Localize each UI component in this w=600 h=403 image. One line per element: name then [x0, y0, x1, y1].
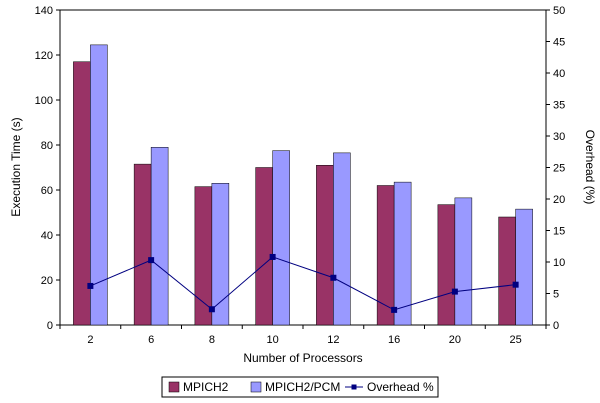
overhead-line — [90, 256, 516, 311]
overhead-line-group — [87, 253, 519, 313]
y2-tick-label: 0 — [553, 320, 559, 332]
y-tick-label: 140 — [35, 5, 53, 17]
y2-tick-label: 45 — [553, 37, 565, 49]
y-tick-label: 120 — [35, 50, 53, 62]
bar-mpich2-pcm-6 — [150, 147, 169, 326]
x-tick-label: 6 — [148, 334, 154, 346]
legend-label-overhead: Overhead % — [367, 380, 434, 394]
legend-swatch-mpich2-pcm — [250, 381, 262, 393]
y2-tick-label: 40 — [553, 68, 565, 80]
y2-tick-label: 15 — [553, 226, 565, 238]
x-axis-title: Number of Processors — [243, 351, 362, 365]
legend-marker-overhead — [351, 384, 357, 390]
right-axis-ticks: 0 5 10 15 20 25 30 35 40 45 50 — [546, 5, 565, 332]
overhead-point-6 — [148, 257, 155, 264]
bar-mpich2-pcm-2 — [90, 44, 108, 326]
bar-mpich2-pcm-20 — [454, 197, 473, 326]
legend-swatch-mpich2 — [168, 381, 180, 393]
legend-box — [161, 376, 439, 398]
x-tick-label: 25 — [510, 334, 522, 346]
bar-mpich2-10 — [255, 167, 273, 326]
overhead-point-16 — [391, 306, 398, 313]
overhead-point-2 — [87, 282, 94, 289]
bar-mpich2-8 — [194, 186, 213, 326]
x-axis-ticks: 2 6 8 10 12 16 20 25 — [59, 325, 547, 346]
legend-label-mpich2: MPICH2 — [183, 380, 229, 394]
bar-mpich2-pcm-12 — [333, 152, 351, 326]
x-tick-label: 10 — [267, 334, 279, 346]
bar-mpich2-12 — [316, 165, 334, 326]
y-tick-label: 40 — [41, 230, 53, 242]
bar-mpich2-20 — [437, 204, 456, 326]
y-tick-label: 80 — [41, 140, 53, 152]
y-axis-title: Execution Time (s) — [9, 117, 23, 216]
y2-tick-label: 50 — [553, 5, 565, 17]
y2-tick-label: 5 — [553, 289, 559, 301]
plot-area — [59, 9, 547, 326]
bar-mpich2-6 — [133, 163, 152, 326]
bar-mpich2-pcm-10 — [272, 150, 290, 326]
x-tick-label: 20 — [449, 334, 461, 346]
x-tick-label: 8 — [209, 334, 215, 346]
legend: MPICH2 MPICH2/PCM Overhead % — [161, 376, 439, 398]
overhead-point-20 — [451, 288, 458, 295]
overhead-point-25 — [512, 281, 519, 288]
y2-tick-label: 20 — [553, 194, 565, 206]
bar-mpich2-16 — [376, 185, 395, 326]
y2-tick-label: 10 — [553, 257, 565, 269]
y-tick-label: 0 — [47, 320, 53, 332]
left-axis-ticks: 0 20 40 60 80 100 120 140 — [35, 5, 60, 332]
y2-tick-label: 25 — [553, 163, 565, 175]
y2-axis-title: Overhead (%) — [583, 130, 597, 205]
y2-tick-label: 35 — [553, 100, 565, 112]
bar-mpich2-pcm-25 — [515, 208, 533, 326]
x-tick-label: 16 — [388, 334, 400, 346]
overhead-point-10 — [269, 253, 276, 260]
overhead-point-8 — [208, 306, 215, 313]
y-tick-label: 60 — [41, 185, 53, 197]
y2-tick-label: 30 — [553, 131, 565, 143]
bar-mpich2-pcm-8 — [211, 183, 230, 326]
bar-mpich2-pcm-16 — [393, 181, 412, 326]
overhead-point-12 — [330, 274, 337, 281]
bars-group — [73, 44, 533, 326]
x-tick-label: 2 — [87, 334, 93, 346]
legend-label-mpich2-pcm: MPICH2/PCM — [265, 380, 340, 394]
y-tick-label: 20 — [41, 275, 53, 287]
x-tick-label: 12 — [327, 334, 339, 346]
bar-mpich2-25 — [498, 216, 516, 326]
y-tick-label: 100 — [35, 95, 53, 107]
